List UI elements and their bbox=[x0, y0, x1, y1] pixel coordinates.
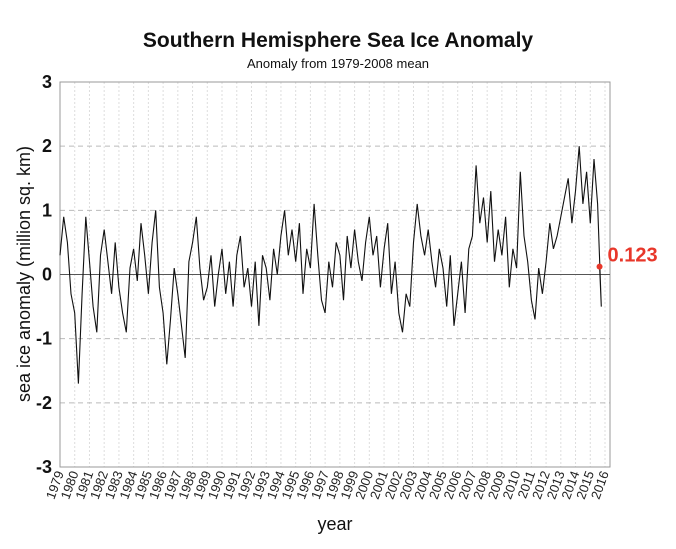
anomaly-series-line bbox=[59, 146, 602, 384]
chart-title: Southern Hemisphere Sea Ice Anomaly bbox=[143, 29, 534, 52]
y-tick-label: -3 bbox=[36, 457, 52, 477]
x-tick-labels: 1979198019811982198319841985198619871988… bbox=[43, 469, 612, 501]
y-tick-label: 3 bbox=[42, 72, 52, 92]
y-tick-label: -1 bbox=[36, 329, 52, 349]
y-tick-labels: 3 2 1 0 -1 -2 -3 bbox=[36, 72, 52, 477]
y-tick-label: -2 bbox=[36, 393, 52, 413]
y-tick-label: 2 bbox=[42, 136, 52, 156]
last-value-label: 0.123 bbox=[608, 245, 658, 267]
y-axis-label: sea ice anomaly (million sq. km) bbox=[14, 146, 34, 402]
last-value-point bbox=[596, 263, 603, 270]
y-tick-label: 0 bbox=[42, 265, 52, 285]
y-tick-label: 1 bbox=[42, 200, 52, 220]
x-axis-label: year bbox=[317, 514, 352, 534]
chart-subtitle: Anomaly from 1979-2008 mean bbox=[247, 56, 429, 71]
